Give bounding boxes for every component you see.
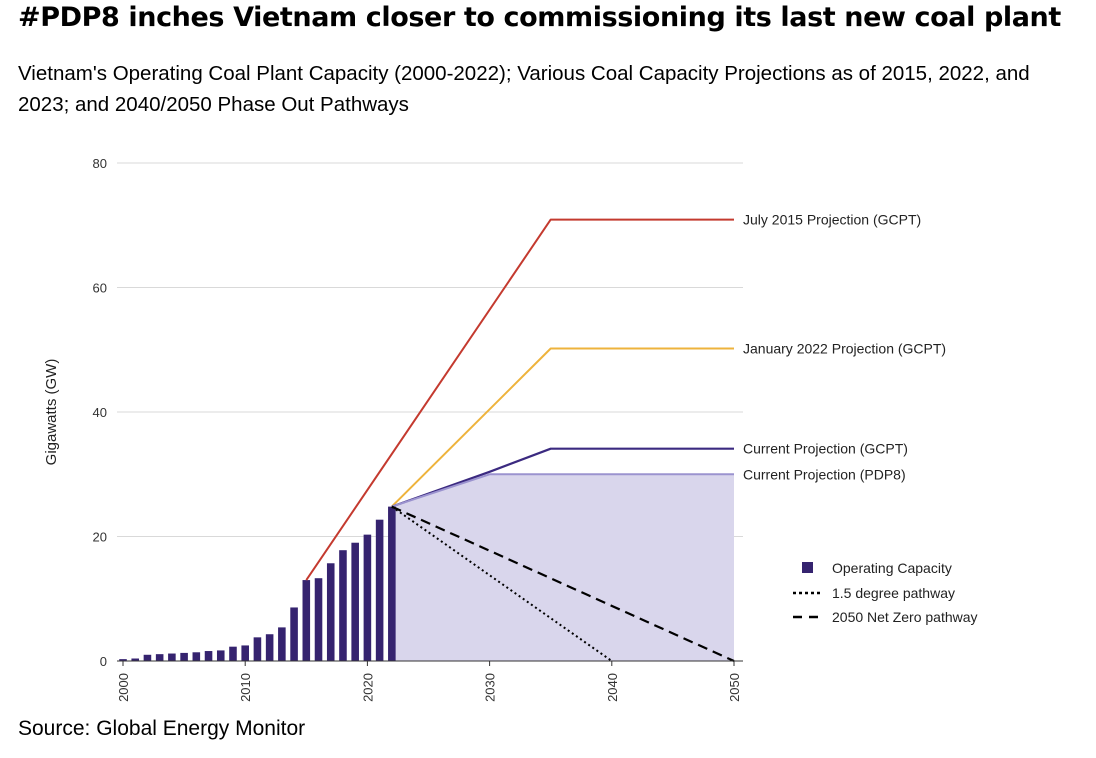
pdp8-area <box>391 474 734 661</box>
chart-headline: #PDP8 inches Vietnam closer to commissio… <box>18 2 1061 33</box>
operating-bar-2010 <box>241 645 249 661</box>
operating-bar-2013 <box>278 627 286 661</box>
y-axis-title: Gigawatts (GW) <box>43 359 60 466</box>
operating-bar-2015 <box>302 580 311 661</box>
operating-bar-2000 <box>119 659 127 661</box>
projection-label-0: July 2015 Projection (GCPT) <box>743 212 921 228</box>
operating-bar-2006 <box>192 652 201 661</box>
operating-bar-2003 <box>155 654 164 661</box>
operating-bar-2007 <box>204 651 213 661</box>
x-tick-label: 2040 <box>605 673 620 702</box>
x-tick-label: 2050 <box>727 673 742 702</box>
projection-line-3 <box>391 473 734 508</box>
operating-bar-2012 <box>265 634 274 661</box>
operating-bar-2016 <box>314 578 323 661</box>
operating-bar-2009 <box>229 646 237 661</box>
projection-lines <box>305 218 735 663</box>
y-tick-label: 40 <box>93 405 107 420</box>
pdp8-area-fill <box>391 474 734 661</box>
operating-bar-2020 <box>363 534 372 661</box>
operating-bar-2017 <box>326 563 335 661</box>
projection-line-1 <box>391 347 734 508</box>
operating-bar-2005 <box>180 652 188 661</box>
operating-bar-2021 <box>375 519 384 661</box>
operating-bar-2011 <box>253 637 262 661</box>
operating-bar-2008 <box>216 650 225 661</box>
chart-subtitle: Vietnam's Operating Coal Plant Capacity … <box>18 62 1030 116</box>
projection-label-2: Current Projection (GCPT) <box>743 441 908 457</box>
projection-label-3: Current Projection (PDP8) <box>743 466 906 482</box>
source-note: Source: Global Energy Monitor <box>18 717 306 740</box>
y-tick-label: 60 <box>93 281 107 296</box>
operating-bar-2014 <box>290 607 298 661</box>
legend: Operating Capacity 1.5 degree pathway 2050… <box>793 560 978 625</box>
y-tick-label: 80 <box>93 156 107 171</box>
pathway-line-dashed <box>391 505 735 663</box>
x-tick-label: 2030 <box>483 673 498 702</box>
operating-capacity-bars <box>119 506 396 661</box>
operating-bar-2004 <box>168 653 176 661</box>
x-tick-label: 2000 <box>116 673 131 702</box>
legend-label-dashed: 2050 Net Zero pathway <box>832 609 978 625</box>
operating-bar-2019 <box>351 542 359 661</box>
x-tick-label: 2010 <box>238 673 253 702</box>
projection-line-2 <box>391 447 734 508</box>
y-tick-label: 20 <box>93 530 107 545</box>
operating-bar-2002 <box>143 654 152 661</box>
projection-line-0 <box>305 218 734 581</box>
legend-label-dotted: 1.5 degree pathway <box>832 585 955 601</box>
legend-swatch-operating <box>802 562 813 573</box>
projection-label-1: January 2022 Projection (GCPT) <box>743 341 946 357</box>
operating-bar-2022 <box>388 506 396 661</box>
operating-bar-2001 <box>131 658 140 661</box>
line-labels: July 2015 Projection (GCPT) January 2022 … <box>743 212 946 483</box>
x-tick-label: 2020 <box>360 673 375 702</box>
y-tick-label: 0 <box>100 654 107 669</box>
operating-bar-2018 <box>339 550 347 661</box>
legend-label-operating: Operating Capacity <box>832 560 952 576</box>
